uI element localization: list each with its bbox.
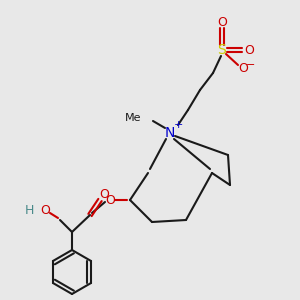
Text: N: N: [165, 126, 175, 140]
Text: −: −: [246, 60, 256, 70]
Text: O: O: [217, 16, 227, 28]
Text: O: O: [244, 44, 254, 56]
Text: H: H: [25, 203, 34, 217]
Text: Me: Me: [124, 113, 141, 123]
Text: O: O: [40, 203, 50, 217]
Text: O: O: [105, 194, 115, 206]
Text: +: +: [173, 120, 183, 130]
Text: O: O: [99, 188, 109, 200]
Text: S: S: [218, 43, 226, 57]
Text: O: O: [238, 62, 248, 76]
